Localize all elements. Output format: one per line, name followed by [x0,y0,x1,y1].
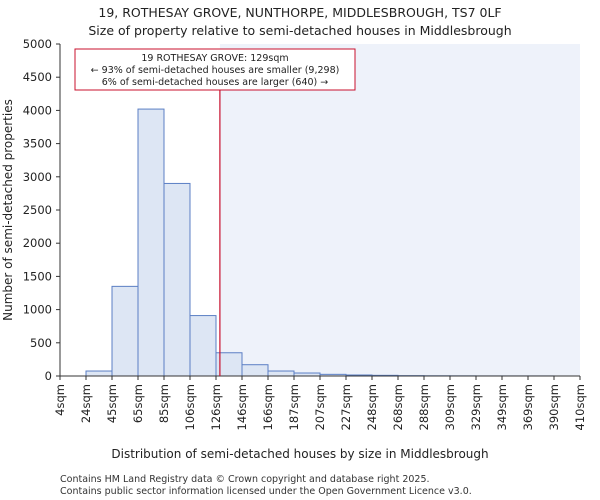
bars [85,108,555,377]
x-tick-label: 410sqm [573,384,587,430]
x-tick-label: 187sqm [287,384,301,430]
x-tick-label: 106sqm [183,384,197,430]
chart-title: 19, ROTHESAY GROVE, NUNTHORPE, MIDDLESBR… [98,5,501,20]
x-tick-label: 288sqm [417,384,431,430]
x-tick-label: 390sqm [547,384,561,430]
x-tick-label: 85sqm [157,384,171,423]
bar-85sqm [163,182,191,377]
x-tick-label: 227sqm [339,384,353,430]
x-tick-label: 207sqm [313,384,327,430]
bar-166sqm [267,370,295,377]
chart-subtitle: Size of property relative to semi-detach… [88,23,511,38]
x-tick-label: 146sqm [235,384,249,430]
annotation-box: 19 ROTHESAY GROVE: 129sqm ← 93% of semi-… [74,48,356,91]
bar-65sqm [137,108,165,377]
y-tick-label: 5000 [23,37,52,51]
y-tick-labels: 0 500 1000 1500 2000 2500 3000 3500 4000 4500 5000 [23,37,60,383]
x-tick-label: 268sqm [391,384,405,430]
x-tick-label: 349sqm [495,384,509,430]
y-tick-label: 4500 [23,70,52,84]
annotation-line-3: 6% of semi-detached houses are larger (6… [102,77,329,88]
y-tick-label: 0 [45,369,52,383]
annotation-line-1: 19 ROTHESAY GROVE: 129sqm [141,53,288,64]
y-tick-label: 2000 [23,236,52,250]
x-tick-label: 4sqm [53,384,67,416]
bar-45sqm [111,285,139,377]
y-tick-label: 500 [30,336,52,350]
x-tick-label: 65sqm [131,384,145,423]
bar-106sqm [189,315,217,377]
annotation-line-2: ← 93% of semi-detached houses are smalle… [91,65,340,76]
y-tick-label: 3000 [23,170,52,184]
bar-24sqm [85,370,113,377]
footer-line-1: Contains HM Land Registry data © Crown c… [60,474,430,485]
y-axis-label: Number of semi-detached properties [1,99,15,321]
x-tick-label: 24sqm [79,384,93,423]
y-tick-label: 4000 [23,103,52,117]
bar-146sqm [241,364,269,377]
x-tick-label: 166sqm [261,384,275,430]
y-tick-label: 3500 [23,137,52,151]
larger-region-highlight [219,44,580,376]
footer-line-2: Contains public sector information licen… [60,486,472,497]
x-tick-label: 126sqm [209,384,223,430]
x-axis-label: Distribution of semi-detached houses by … [111,447,488,461]
y-tick-label: 1500 [23,269,52,283]
x-tick-label: 248sqm [365,384,379,430]
x-tick-labels: 4sqm 24sqm 45sqm 65sqm 85sqm 106sqm 126sqm 146s… [53,376,587,430]
y-tick-label: 2500 [23,203,52,217]
x-tick-label: 309sqm [443,384,457,430]
x-tick-label: 45sqm [105,384,119,423]
x-tick-label: 329sqm [469,384,483,430]
y-tick-label: 1000 [23,303,52,317]
x-tick-label: 369sqm [521,384,535,430]
